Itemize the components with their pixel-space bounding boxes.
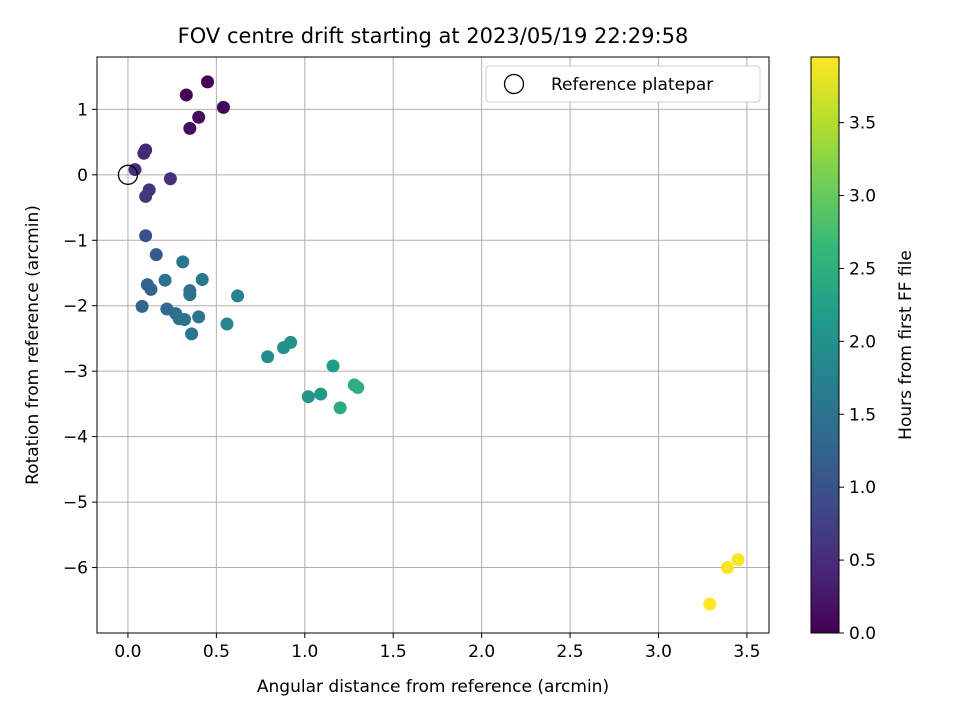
chart-title: FOV centre drift starting at 2023/05/19 … (178, 24, 689, 48)
data-point (158, 273, 172, 287)
data-point (220, 317, 234, 331)
y-tick-label: −1 (63, 231, 88, 251)
data-point (176, 255, 190, 269)
data-point (192, 310, 206, 324)
colorbar-tick-label: 2.0 (849, 332, 876, 352)
colorbar-tick-label: 0.0 (849, 624, 876, 644)
colorbar-tick-label: 3.0 (849, 187, 876, 207)
data-point (178, 312, 192, 326)
data-point (137, 146, 151, 160)
x-axis-label: Angular distance from reference (arcmin) (257, 677, 609, 697)
colorbar-ticks: 0.0 0.5 1.0 1.5 2.0 2.5 3.0 3.5 (839, 114, 876, 644)
data-point (183, 288, 197, 302)
reference-marker (117, 164, 139, 185)
data-point (216, 100, 230, 114)
x-tick-label: 1.5 (380, 642, 407, 662)
x-tick-label: 1.0 (291, 642, 318, 662)
data-point (135, 299, 149, 313)
y-tick-label: 1 (77, 100, 88, 120)
colorbar-tick-label: 1.0 (849, 478, 876, 498)
x-tick-label: 3.0 (645, 642, 672, 662)
data-point (192, 110, 206, 124)
y-tick-label: −5 (63, 493, 88, 513)
data-point (261, 350, 275, 364)
y-tick-label: −2 (63, 297, 88, 317)
colorbar-gradient (810, 56, 840, 634)
y-axis-ticks: −6 −5 −4 −3 −2 −1 0 1 (63, 100, 97, 579)
data-point (720, 561, 734, 575)
legend-box (485, 65, 761, 103)
colorbar-tick-label: 0.5 (849, 551, 876, 571)
y-tick-label: −3 (63, 362, 88, 382)
y-tick-label: −6 (63, 559, 88, 579)
data-point (149, 248, 163, 262)
data-point (351, 381, 365, 395)
x-tick-label: 0.5 (203, 642, 230, 662)
x-tick-label: 2.5 (557, 642, 584, 662)
data-point (333, 401, 347, 415)
colorbar-label: Hours from first FF file (896, 250, 916, 440)
x-axis-ticks: 0.0 0.5 1.0 1.5 2.0 2.5 3.0 3.5 (114, 633, 760, 662)
plot-frame (96, 56, 770, 634)
legend-entry-reference: Reference platepar (551, 75, 713, 95)
data-point (183, 121, 197, 135)
data-point (314, 387, 328, 401)
x-tick-label: 3.5 (733, 642, 760, 662)
colorbar-tick-label: 3.5 (849, 114, 876, 134)
data-point (301, 390, 315, 404)
legend-marker-reference (503, 73, 525, 95)
data-point (277, 341, 291, 355)
data-point (144, 282, 158, 296)
data-point (179, 88, 193, 102)
data-point (185, 327, 199, 341)
y-tick-label: −4 (63, 428, 88, 448)
data-point (139, 229, 153, 243)
data-point (703, 597, 717, 611)
data-point (731, 553, 745, 567)
y-axis-label: Rotation from reference (arcmin) (23, 205, 43, 485)
data-point (231, 289, 245, 303)
y-tick-label: 0 (77, 166, 88, 186)
colorbar-tick-label: 2.5 (849, 259, 876, 279)
grid (97, 57, 769, 633)
data-point (326, 359, 340, 373)
data-point (201, 75, 215, 89)
data-point (195, 273, 209, 287)
data-point (163, 172, 177, 186)
colorbar-tick-label: 1.5 (849, 405, 876, 425)
x-tick-label: 0.0 (114, 642, 141, 662)
plot-background (97, 57, 769, 633)
legend: Reference platepar (485, 65, 761, 103)
colorbar: 0.0 0.5 1.0 1.5 2.0 2.5 3.0 3.5 Hours from firs… (810, 56, 916, 644)
data-point (139, 189, 153, 203)
data-points (117, 75, 745, 611)
x-tick-label: 2.0 (468, 642, 495, 662)
